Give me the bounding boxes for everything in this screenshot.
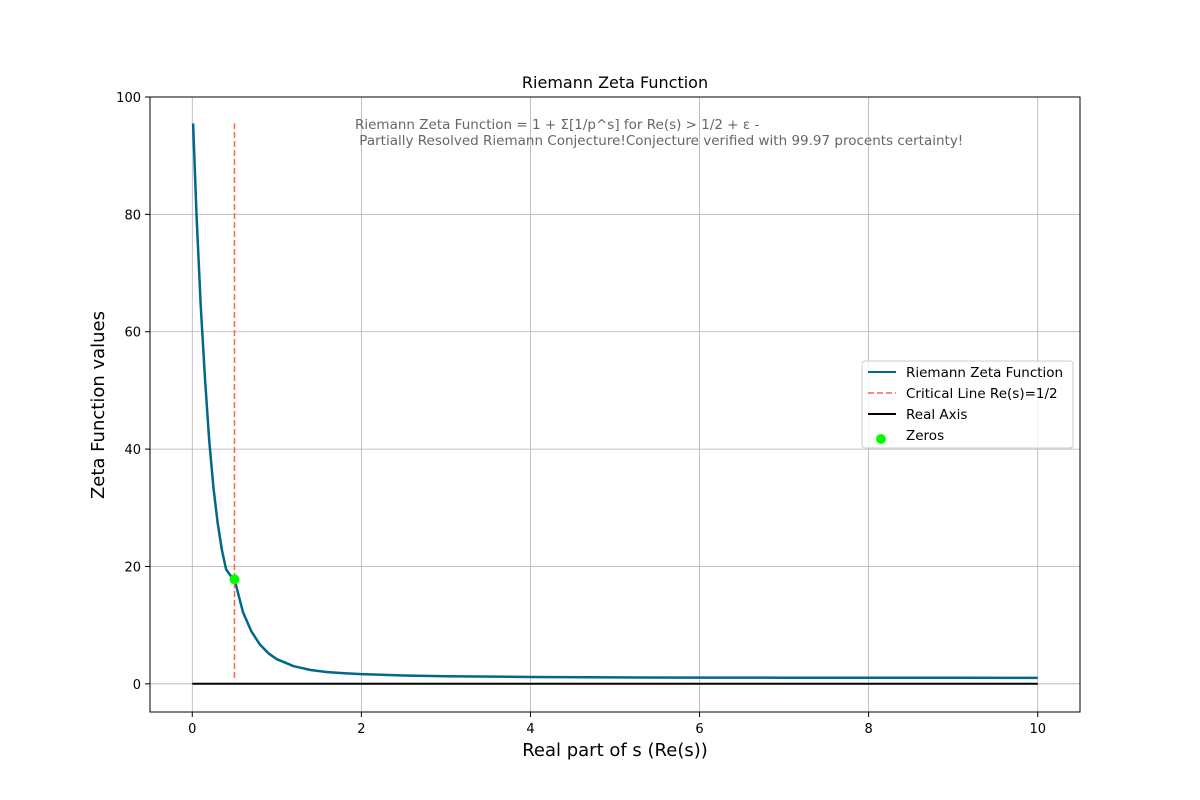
y-tick-label: 100 — [116, 91, 141, 106]
chart-title: Riemann Zeta Function — [522, 73, 708, 92]
y-tick-label: 20 — [124, 560, 141, 575]
x-tick-label: 0 — [188, 722, 196, 737]
y-axis-ticks: 0 20 40 60 80 100 — [116, 91, 150, 693]
x-tick-label: 6 — [695, 722, 703, 737]
legend-label: Zeros — [906, 428, 944, 444]
legend-marker — [876, 434, 886, 444]
x-tick-label: 2 — [357, 722, 365, 737]
x-tick-label: 4 — [526, 722, 534, 737]
x-tick-label: 10 — [1029, 722, 1046, 737]
plot-frame — [149, 96, 1081, 713]
series-riemann-zeta-function — [191, 123, 1038, 680]
zero-point — [229, 574, 240, 585]
y-axis-label: Zeta Function values — [88, 311, 109, 499]
annotation-line-1: Riemann Zeta Function = 1 + Σ[1/p^s] for… — [355, 117, 759, 133]
legend: Riemann Zeta Function Critical Line Re(s)… — [861, 360, 1074, 449]
plot-area — [191, 123, 1038, 685]
legend-label: Real Axis — [906, 407, 967, 423]
annotation-line-2: Partially Resolved Riemann Conjecture!Co… — [355, 133, 963, 149]
grid — [150, 96, 1080, 712]
y-tick-label: 80 — [124, 208, 141, 223]
legend-label: Critical Line Re(s)=1/2 — [906, 386, 1058, 402]
x-axis-label: Real part of s (Re(s)) — [522, 740, 708, 761]
y-tick-label: 60 — [124, 326, 141, 341]
legend-label: Riemann Zeta Function — [906, 365, 1063, 381]
y-tick-label: 40 — [124, 443, 141, 458]
y-tick-label: 0 — [133, 678, 141, 693]
x-axis-ticks: 0 2 4 6 8 10 — [188, 712, 1046, 737]
legend-box — [861, 360, 1074, 449]
x-tick-label: 8 — [864, 722, 872, 737]
